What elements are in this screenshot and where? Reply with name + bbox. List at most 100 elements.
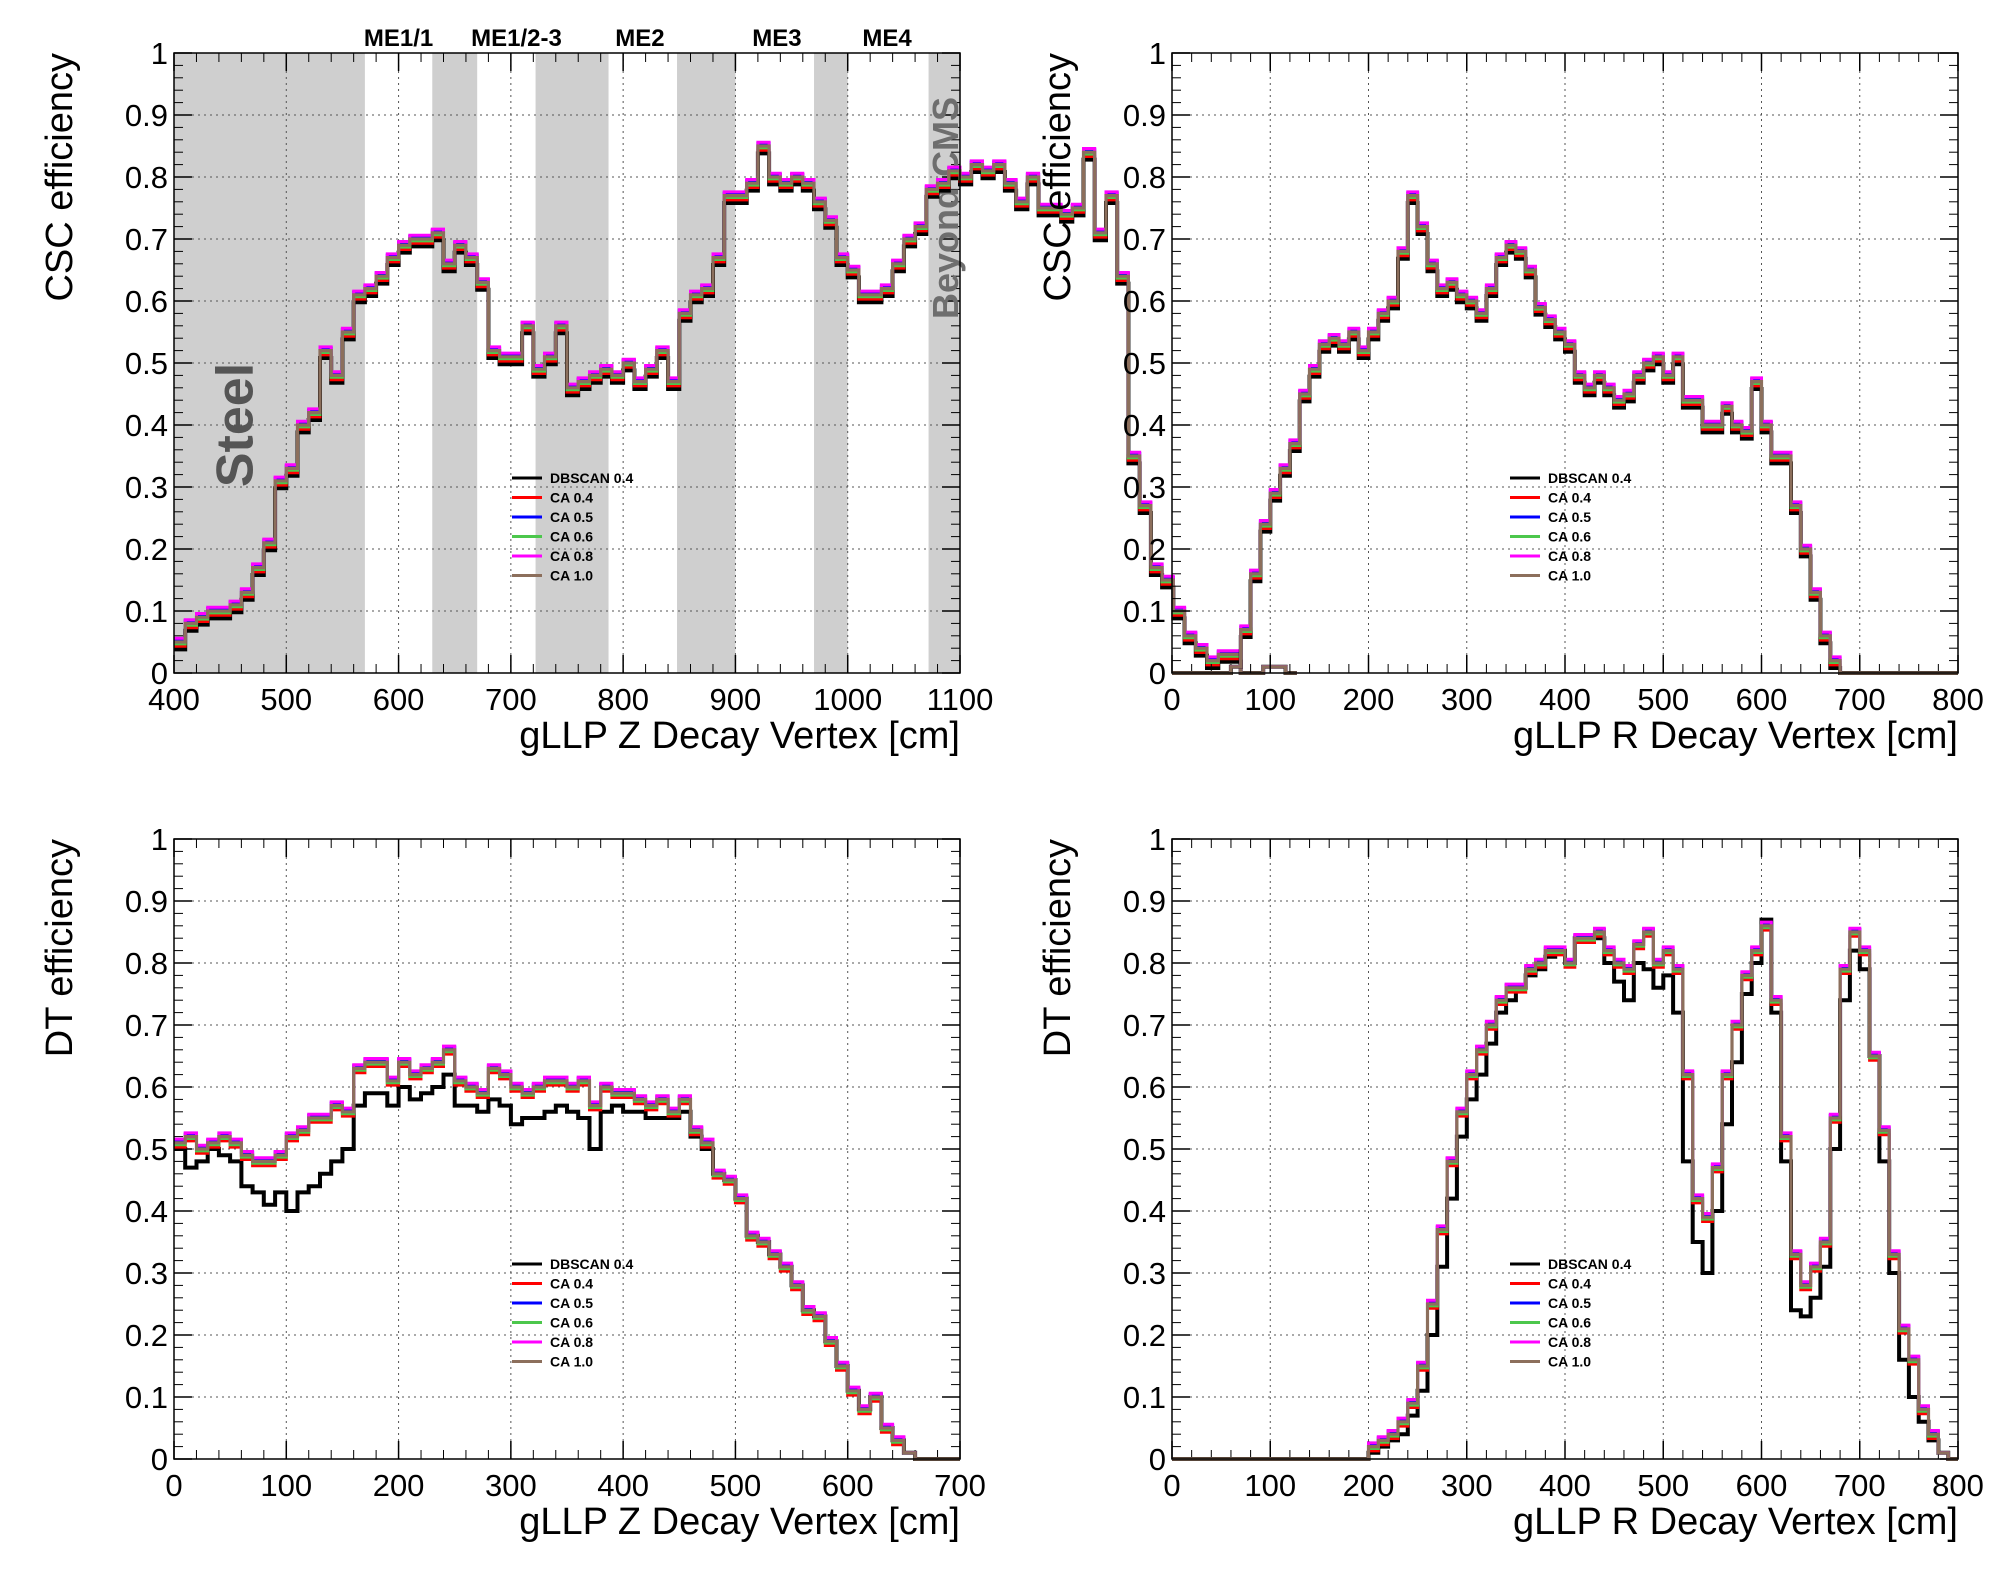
detector-band [814,53,848,673]
legend-label: CA 0.4 [550,1276,593,1292]
x-tick-label: 400 [597,1468,649,1503]
x-tick-label: 400 [1539,682,1591,717]
y-tick-label: 0.8 [1123,160,1166,195]
x-tick-label: 100 [1244,682,1296,717]
y-axis-title: DT efficiency [39,839,81,1057]
legend-label: CA 1.0 [1548,1354,1591,1370]
x-tick-label: 1000 [813,682,882,717]
x-tick-label: 400 [148,682,200,717]
legend: DBSCAN 0.4 CA 0.4 CA 0.5 CA 0.6 CA 0.8 CA 1.0 [1510,1256,1631,1370]
legend-label: CA 0.8 [1548,1334,1591,1350]
legend-label: CA 0.8 [550,548,593,564]
y-tick-label: 0.1 [1123,594,1166,629]
x-tick-label: 0 [165,1468,182,1503]
y-tick-label: 0.6 [125,1070,168,1105]
panel-csc-r: 0 100 200 300 400 500 600 700 800 0 0.1 0.2 0.3 0.4 0.… [998,0,1996,786]
legend-label: DBSCAN 0.4 [550,470,633,486]
legend-label: CA 0.8 [1548,548,1591,564]
legend-label: CA 0.6 [1548,529,1591,545]
series-line [1172,191,1958,675]
detector-band [677,53,736,673]
y-tick-label: 0.7 [1123,1008,1166,1043]
series-line [1172,920,1958,1461]
y-tick-label: 0.9 [1123,884,1166,919]
x-tick-label: 600 [822,1468,874,1503]
panel-dt-r: 0 100 200 300 400 500 600 700 800 0 0.1 0.2 0.3 0.4 0.… [998,786,1996,1572]
y-tick-label: 0.2 [1123,532,1166,567]
y-tick-label: 0.1 [125,594,168,629]
y-axis-title-group: CSC efficiency [39,53,81,302]
y-tick-label: 0.6 [1123,284,1166,319]
plot-frame [1171,838,1959,1460]
station-label: ME1/2-3 [471,25,562,52]
x-axis-title: gLLP Z Decay Vertex [cm] [519,1501,960,1543]
steel-label-group: Steel [207,363,265,487]
y-tick-label: 0.1 [1123,1380,1166,1415]
y-tick-label: 0.7 [125,1008,168,1043]
x-tick-label: 600 [1736,682,1788,717]
y-tick-label: 0.6 [1123,1070,1166,1105]
legend: DBSCAN 0.4 CA 0.4 CA 0.5 CA 0.6 CA 0.8 CA 1.0 [512,470,633,584]
station-label: ME1/1 [364,25,433,52]
y-tick-label: 0 [1149,1442,1166,1477]
station-label: ME2 [615,25,664,52]
x-tick-label: 300 [485,1468,537,1503]
y-tick-label: 0.9 [1123,98,1166,133]
x-tick-label: 300 [1441,1468,1493,1503]
x-tick-label: 200 [1343,1468,1395,1503]
y-tick-label: 0.2 [125,1318,168,1353]
chart-csc-z: 400 500 600 700 800 900 1000 110000.10.20.30.40… [39,25,1297,757]
y-tick-label: 0.6 [125,284,168,319]
chart-csc-r: 0 100 200 300 400 500 600 700 800 0 0.1 0.2 0.3 0.4 0.… [1037,36,1984,757]
y-tick-label: 0.4 [125,1194,168,1229]
y-tick-label: 0.4 [125,408,168,443]
y-tick-label: 0.5 [125,1132,168,1167]
y-tick-label: 0.8 [1123,946,1166,981]
x-tick-label: 600 [1736,1468,1788,1503]
plot-frame [1171,52,1959,674]
series-line [1172,924,1958,1461]
x-tick-label: 800 [1932,1468,1984,1503]
x-tick-label: 600 [373,682,425,717]
series-line [1172,190,1958,675]
x-tick-label: 300 [1441,682,1493,717]
y-tick-label: 0.5 [1123,346,1166,381]
y-tick-label: 0.1 [125,1380,168,1415]
x-axis-title: gLLP R Decay Vertex [cm] [1513,715,1958,757]
panel-csc-z: 400 500 600 700 800 900 1000 1100 0 0.1 0.2 0.3 0.4 0… [0,0,1297,786]
x-tick-label: 400 [1539,1468,1591,1503]
panel-dt-z: 0 100 200 300 400 500 600 700 0 0.1 0.2 0.3 0.4 0.5 0.… [0,786,998,1572]
y-tick-label: 0.3 [1123,1256,1166,1291]
x-axis-title: gLLP Z Decay Vertex [cm] [519,715,960,757]
legend: DBSCAN 0.4 CA 0.4 CA 0.5 CA 0.6 CA 0.8 CA 1.0 [512,1256,633,1370]
x-tick-label: 500 [260,682,312,717]
chart-dt-r: 0 100 200 300 400 500 600 700 800 0 0.1 0.2 0.3 0.4 0.… [1037,822,1984,1543]
y-tick-label: 0.3 [1123,470,1166,505]
legend-label: CA 0.5 [550,509,593,525]
legend-label: CA 0.5 [1548,1295,1591,1311]
plot-frame [173,838,961,1460]
beyond-cms-label: Beyond CMS [925,97,966,319]
series-line [174,144,1297,675]
series-line [174,140,1297,675]
series-line [1172,196,1958,675]
x-axis-title: gLLP R Decay Vertex [cm] [1513,1501,1958,1543]
y-tick-label: 0.2 [125,532,168,567]
x-tick-label: 700 [1834,1468,1886,1503]
y-tick-label: 0.4 [1123,408,1166,443]
x-tick-label: 500 [1637,1468,1689,1503]
x-tick-label: 100 [260,1468,312,1503]
legend-label: CA 0.5 [1548,509,1591,525]
legend-label: CA 0.5 [550,1295,593,1311]
y-tick-label: 1 [1149,36,1166,71]
legend-label: DBSCAN 0.4 [550,1256,633,1272]
y-tick-label: 0 [151,1442,168,1477]
y-axis-title: CSC efficiency [39,53,81,302]
legend-label: CA 0.8 [550,1334,593,1350]
x-tick-label: 800 [597,682,649,717]
x-tick-label: 0 [1163,1468,1180,1503]
y-tick-label: 0 [1149,656,1166,691]
y-tick-label: 0.9 [125,884,168,919]
x-tick-label: 500 [1637,682,1689,717]
y-tick-label: 1 [151,822,168,857]
